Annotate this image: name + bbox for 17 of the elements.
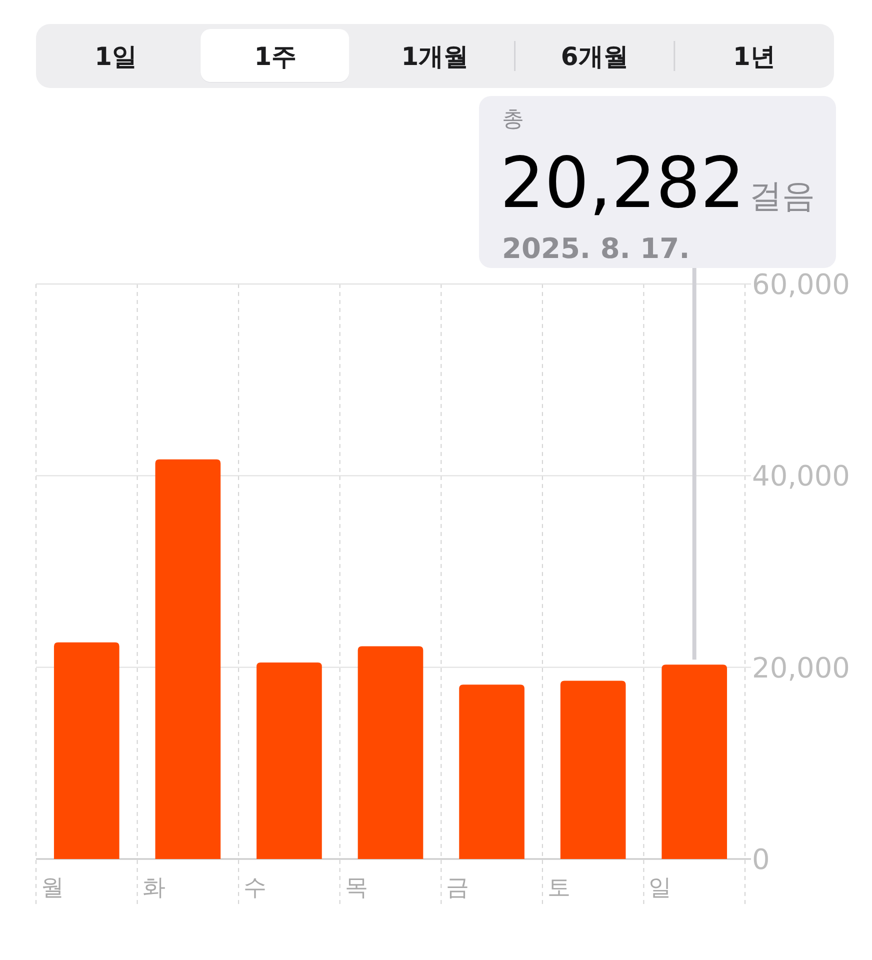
range-option-selected: 1주 [200, 29, 350, 82]
x-tick: 목 [344, 875, 368, 901]
x-tick: 토 [547, 875, 570, 901]
x-tick: 월 [41, 875, 64, 901]
range-option: 6개월 [560, 42, 628, 70]
range-option: 1일 [94, 42, 137, 70]
y-tick: 0 [752, 842, 770, 876]
x-tick: 일 [648, 875, 672, 901]
range-option: 1년 [733, 42, 776, 70]
x-tick: 수 [244, 875, 267, 901]
range-option: 1개월 [401, 42, 469, 70]
y-tick: 40,000 [752, 459, 850, 492]
y-tick: 60,000 [752, 268, 850, 300]
y-tick: 20,000 [752, 650, 850, 684]
x-tick: 화 [142, 875, 166, 901]
tooltip: 총 20,282 걸음 2025. 8. 17. [479, 96, 836, 268]
x-tick: 금 [446, 875, 470, 901]
